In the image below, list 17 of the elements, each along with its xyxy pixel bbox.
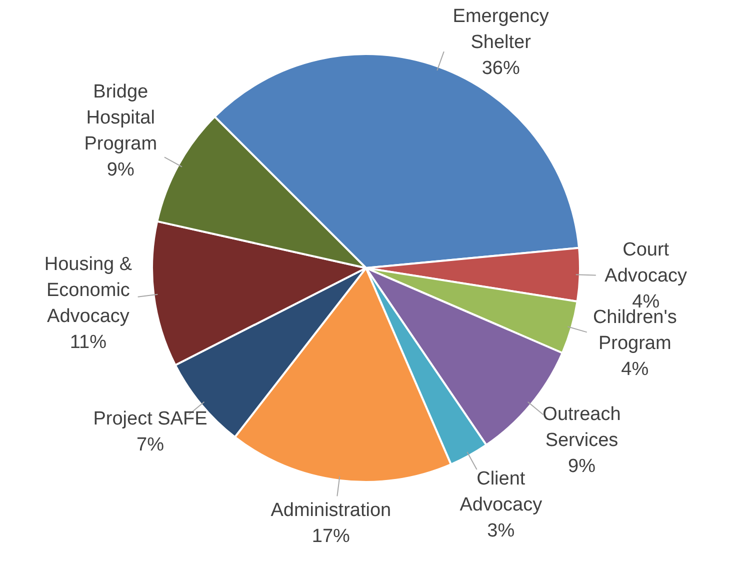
data-label: 7% — [136, 434, 164, 456]
slice-label: Children's Program — [592, 306, 677, 354]
slice-label: Project SAFE — [93, 408, 208, 430]
data-label: 36% — [482, 58, 520, 80]
data-label: 3% — [487, 520, 515, 542]
slice-label: Client Advocacy — [460, 468, 543, 516]
slice-label: Housing & Economic Advocacy — [44, 254, 132, 327]
data-label: 11% — [70, 332, 107, 353]
slice-label: Court Advocacy — [604, 240, 688, 287]
slice-label: Emergency Shelter — [452, 6, 550, 54]
slice-label: Outreach Services — [542, 404, 621, 451]
slice-label: Administration — [270, 500, 392, 522]
data-label: 4% — [621, 358, 649, 380]
data-label: 9% — [106, 159, 134, 180]
slice-label: Bridge Hospital Program — [84, 81, 158, 154]
data-label: 17% — [312, 526, 350, 548]
data-label: 9% — [568, 456, 596, 477]
